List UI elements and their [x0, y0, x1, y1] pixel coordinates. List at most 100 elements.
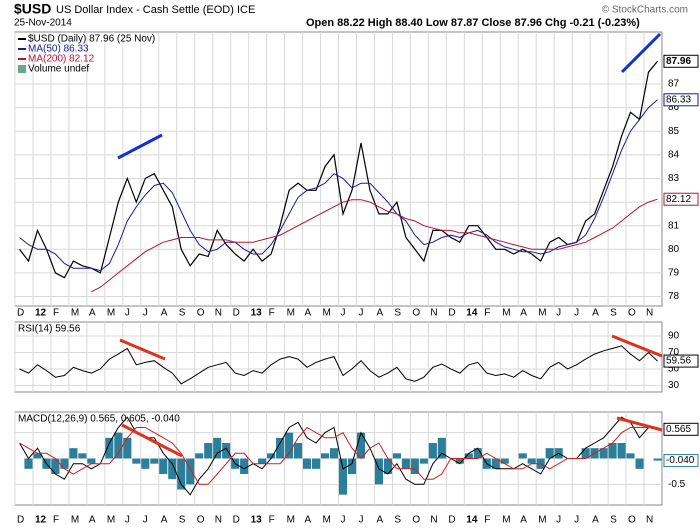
y-tick-label: 86: [668, 102, 680, 113]
series-line: [19, 345, 658, 385]
x-tick-label: A: [305, 308, 312, 319]
y-tick-label: 78: [668, 291, 680, 302]
histogram-bar: [374, 458, 383, 485]
histogram-bar: [213, 437, 222, 459]
panel-label: RSI(14) 59.56: [18, 324, 81, 335]
x-tick-label: A: [592, 308, 599, 319]
y-tick-label: 87: [668, 79, 680, 90]
y-tick-label: 70: [668, 347, 680, 358]
x-tick-label: D: [17, 515, 24, 526]
histogram-bar: [455, 458, 464, 464]
histogram-bar: [347, 458, 357, 474]
x-tick-label: M: [107, 515, 115, 526]
x-tick-label: N: [646, 515, 653, 526]
histogram-bar: [60, 458, 69, 469]
x-tick-label: D: [17, 308, 24, 319]
series-line: [19, 99, 658, 272]
histogram-bar: [356, 432, 366, 459]
x-tick-label: J: [341, 308, 346, 319]
x-tick-label: M: [107, 308, 115, 319]
histogram-bar: [159, 458, 168, 474]
y-tick-label: -0.5: [668, 479, 686, 490]
x-tick-label: O: [412, 515, 420, 526]
histogram-bar: [186, 458, 195, 485]
x-tick-label: A: [161, 515, 168, 526]
y-tick-label: 50: [668, 364, 680, 375]
histogram-bar: [177, 458, 186, 490]
histogram-bar: [78, 453, 87, 459]
x-tick-label: F: [269, 308, 275, 319]
x-tick-label: S: [610, 308, 617, 319]
x-tick-label: S: [394, 515, 401, 526]
histogram-bar: [338, 458, 348, 495]
x-tick-label: M: [538, 515, 546, 526]
histogram-bar: [491, 458, 500, 469]
histogram-bar: [635, 458, 644, 469]
x-tick-label: J: [125, 515, 130, 526]
histogram-bar: [581, 448, 590, 459]
quote: Open 88.22 High 88.40 Low 87.87 Close 87…: [306, 17, 640, 29]
y-tick-label: 90: [668, 331, 680, 342]
date: 25-Nov-2014: [14, 18, 72, 29]
x-tick-label: F: [484, 515, 490, 526]
x-tick-label: M: [71, 308, 79, 319]
x-tick-label: 14: [466, 308, 478, 319]
histogram-bar: [320, 453, 330, 459]
symbol: $USD: [14, 1, 51, 17]
x-tick-label: M: [502, 515, 510, 526]
series-line: [19, 60, 658, 279]
x-tick-label: J: [341, 515, 346, 526]
x-tick-label: N: [646, 308, 653, 319]
y-tick-label: 79: [668, 268, 680, 279]
histogram-bar: [527, 458, 536, 464]
value-tag-label: -0.040: [666, 455, 695, 466]
value-tag: [663, 354, 699, 368]
y-tick-label: 84: [668, 149, 680, 160]
legend-swatch: [18, 65, 26, 73]
x-tick-label: F: [269, 515, 275, 526]
x-tick-label: A: [161, 308, 168, 319]
value-tag-label: 86.33: [666, 94, 691, 105]
histogram-bar: [240, 458, 249, 474]
legend-label: MA(50) 86.33: [28, 44, 89, 55]
x-tick-label: M: [287, 515, 295, 526]
histogram-bar: [69, 448, 78, 459]
x-tick-label: M: [71, 515, 79, 526]
histogram-bar: [653, 458, 662, 461]
trend-line: [121, 423, 183, 458]
x-tick-label: O: [628, 515, 636, 526]
value-tag: [663, 454, 699, 468]
x-tick-label: O: [197, 308, 205, 319]
x-tick-label: 12: [35, 308, 47, 319]
histogram-bar: [311, 458, 321, 469]
histogram-bar: [518, 453, 527, 459]
series-line: [19, 416, 658, 496]
x-tick-label: D: [448, 308, 455, 319]
x-tick-label: M: [502, 308, 510, 319]
x-tick-label: A: [89, 308, 96, 319]
histogram-bar: [33, 453, 42, 459]
x-tick-label: J: [125, 308, 130, 319]
histogram-bar: [204, 443, 213, 459]
histogram-bar: [222, 443, 231, 459]
x-tick-label: A: [520, 308, 527, 319]
x-tick-label: M: [287, 308, 295, 319]
y-tick-label: 83: [668, 173, 680, 184]
histogram-bar: [464, 453, 473, 459]
histogram-bar: [132, 458, 141, 464]
x-tick-label: J: [556, 308, 561, 319]
histogram-bar: [276, 437, 285, 459]
histogram-bar: [626, 453, 635, 459]
trend-line: [119, 338, 166, 361]
x-tick-label: S: [179, 515, 186, 526]
histogram-bar: [267, 453, 276, 459]
x-tick-label: J: [574, 515, 579, 526]
histogram-bar: [195, 453, 204, 459]
y-tick-label: 30: [668, 380, 680, 391]
histogram-bar: [608, 443, 617, 459]
value-tag: [663, 54, 699, 68]
histogram-bar: [473, 448, 482, 459]
x-tick-label: J: [143, 515, 148, 526]
x-tick-label: D: [233, 515, 240, 526]
